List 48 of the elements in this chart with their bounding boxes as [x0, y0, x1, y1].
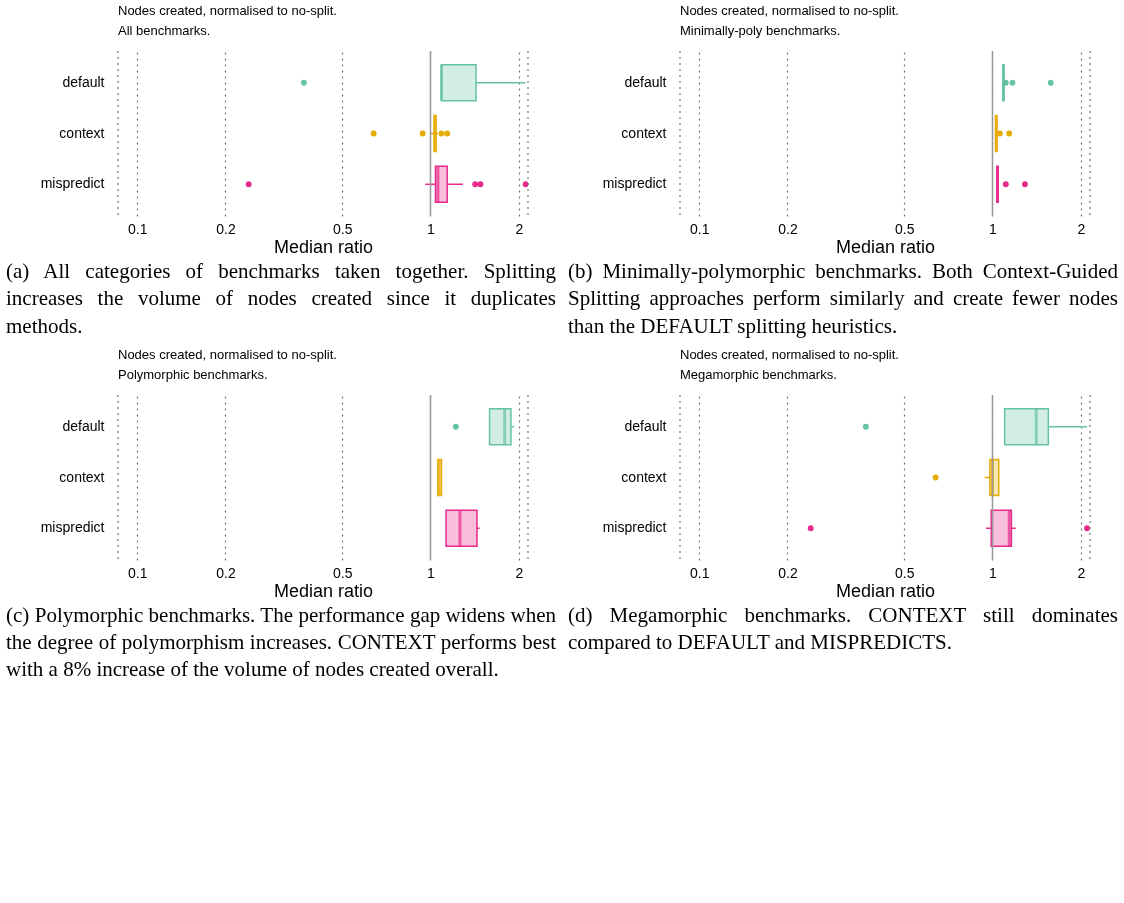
x-tick-label: 0.1 [127, 220, 148, 237]
y-tick-label: context [59, 468, 105, 485]
x-axis-title: Median ratio [273, 580, 374, 601]
x-tick-label: 2 [1077, 220, 1086, 237]
x-tick-label: 2 [515, 220, 524, 237]
text: (b) Minimally-polymorphic benchmarks. Both Context-Guided Splitting approaches perform similarly and create fewer nodes than the DEFAULT splitting heuristics. [568, 258, 1118, 340]
x-tick-label: 0.5 [332, 220, 353, 237]
chart-title: Nodes created, normalised to no-split. [680, 3, 899, 19]
y-tick-label: context [59, 124, 105, 141]
x-tick-label: 0.5 [894, 564, 915, 581]
x-tick-label: 0.2 [778, 564, 798, 581]
chart-title: Nodes created, normalised to no-split. [680, 347, 899, 363]
chart-title: Nodes created, normalised to no-split. [118, 3, 337, 19]
x-tick-label: 1 [989, 220, 998, 237]
chart-subtitle: Minimally-poly benchmarks. [680, 23, 841, 39]
x-tick-label: 0.5 [332, 564, 353, 581]
x-tick-label: 1 [427, 220, 436, 237]
x-tick-label: 2 [515, 564, 524, 581]
y-tick-label: default [62, 73, 105, 90]
y-tick-label: mispredict [40, 175, 105, 192]
x-tick-label: 2 [1077, 564, 1086, 581]
x-axis-title: Median ratio [273, 236, 374, 257]
x-tick-label: 0.2 [216, 564, 236, 581]
chart-title: Nodes created, normalised to no-split. [118, 347, 337, 363]
x-tick-label: 0.2 [216, 220, 236, 237]
chart-subtitle: Megamorphic benchmarks. [680, 367, 837, 383]
chart-subtitle: All benchmarks. [118, 23, 211, 39]
text: (a) All categories of benchmarks taken together. Splitting increases the volume of nodes created since it duplicates methods. [6, 258, 556, 340]
x-tick-label: 1 [989, 564, 998, 581]
y-tick-label: context [621, 468, 667, 485]
y-tick-label: mispredict [40, 519, 105, 536]
y-tick-label: context [621, 124, 667, 141]
y-tick-label: default [624, 417, 667, 434]
y-tick-label: mispredict [602, 519, 667, 536]
text: (c) Polymorphic benchmarks. The performance gap widens when the degree of polymorphism increases. CONTEXT performs best with a 8% increase of the volume of nodes created overall. [6, 601, 556, 684]
y-tick-label: default [62, 417, 105, 434]
x-axis-title: Median ratio [835, 236, 936, 257]
x-axis-title: Median ratio [835, 580, 936, 601]
x-tick-label: 0.1 [127, 564, 148, 581]
x-tick-label: 1 [427, 564, 436, 581]
x-tick-label: 0.2 [778, 220, 798, 237]
y-tick-label: default [624, 73, 667, 90]
text: (d) Megamorphic benchmarks. CONTEXT still dominates compared to DEFAULT and MISPREDICTS. [568, 601, 1118, 657]
x-tick-label: 0.1 [689, 220, 710, 237]
y-tick-label: mispredict [602, 175, 667, 192]
x-tick-label: 0.5 [894, 220, 915, 237]
x-tick-label: 0.1 [689, 564, 710, 581]
chart-subtitle: Polymorphic benchmarks. [118, 367, 268, 383]
